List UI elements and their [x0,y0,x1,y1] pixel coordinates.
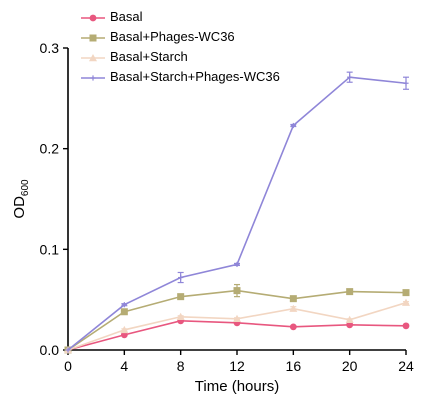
legend-marker-plus-icon [81,75,105,81]
series-line [67,76,407,351]
data-point [121,302,127,308]
legend-marker [90,75,96,81]
data-point [177,293,185,301]
legend-marker-square-icon [81,34,105,42]
data-point [402,289,410,297]
series [64,71,410,354]
legend-item-basal-phages-wc36: Basal+Phages-WC36 [80,28,320,48]
ticks: 0 4 8 12 16 20 24 0.0 0.1 0.2 0.3 [40,40,414,374]
x-tick-label: 24 [398,358,414,374]
x-axis-label: Time (hours) [195,378,279,395]
x-tick-label: 20 [342,358,358,374]
data-point [65,347,71,353]
data-point [346,321,354,329]
x-tick-label: 0 [64,358,72,374]
axes [67,48,406,351]
y-axis-label-subscript: 600 [20,179,31,196]
data-point [402,322,410,330]
x-tick-label: 4 [120,358,128,374]
legend-label: Basal+Starch+Phages-WC36 [110,69,280,84]
x-tick-label: 12 [229,358,245,374]
y-axis-label: OD600 [11,179,31,219]
legend-label: Basal+Phages-WC36 [110,29,235,44]
y-tick-label: 0.0 [40,342,60,358]
data-point [289,295,297,303]
legend: Basal Basal+Phages-WC36 Basal+Starch Bas… [80,8,320,88]
data-point [234,261,240,268]
data-point [233,287,241,295]
data-point [120,308,128,316]
data-point [346,288,354,296]
y-tick-label: 0.3 [40,40,60,56]
data-point [290,122,296,129]
legend-label: Basal+Starch [110,49,188,64]
data-point [402,298,410,306]
y-axis-label-main: OD [11,196,28,219]
legend-marker [89,54,97,62]
y-tick-label: 0.1 [40,241,60,257]
legend-marker-circle-icon [81,14,105,22]
data-point [289,323,297,331]
legend-item-basal-starch-phages-wc36: Basal+Starch+Phages-WC36 [80,68,320,88]
data-point [178,274,184,281]
x-tick-label: 8 [177,358,185,374]
data-point [120,325,129,334]
series-plus [65,71,409,353]
data-point [289,304,298,312]
y-tick-label: 0.2 [40,141,60,157]
legend-marker-triangle-icon [81,54,105,62]
data-point [233,314,241,322]
legend-item-basal: Basal [80,8,320,28]
data-point [120,331,128,339]
legend-marker [89,34,97,42]
legend-label: Basal [110,9,143,24]
data-point [347,74,353,80]
legend-marker [89,14,97,22]
x-tick-label: 16 [286,358,302,374]
legend-item-basal-starch: Basal+Starch [80,48,320,68]
series-circle [64,317,410,354]
data-point [345,315,354,323]
data-point [176,312,185,320]
data-point [403,80,409,86]
series-triangle [64,298,410,354]
